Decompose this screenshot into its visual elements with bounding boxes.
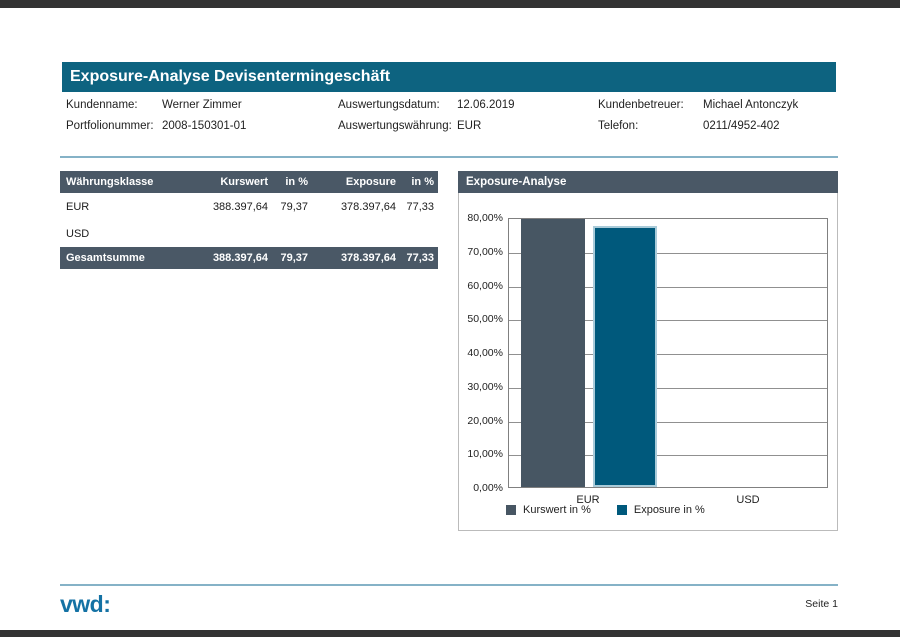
table-row: USD — [60, 220, 438, 247]
viewer-bottom-edge — [0, 630, 900, 637]
label-portfolionummer: Portfolionummer: — [66, 120, 154, 132]
y-tick-label: 10,00% — [459, 448, 503, 460]
chart-plot-area — [508, 218, 828, 488]
table-footer-cell: 77,33 — [400, 247, 438, 269]
y-tick-label: 0,00% — [459, 482, 503, 494]
value-auswertungswaehrung: EUR — [457, 120, 481, 132]
label-auswertungsdatum: Auswertungsdatum: — [338, 99, 440, 111]
column-header: Währungsklasse — [60, 171, 202, 193]
value-kundenname: Werner Zimmer — [162, 99, 242, 111]
y-tick-label: 30,00% — [459, 381, 503, 393]
bar-eur-kurswert — [521, 219, 585, 487]
table-footer-cell: 79,37 — [272, 247, 312, 269]
legend-label: Exposure in % — [634, 504, 705, 516]
label-kundenname: Kundenname: — [66, 99, 138, 111]
chart-title-bar: Exposure-Analyse — [458, 171, 838, 193]
legend-swatch-icon — [617, 505, 627, 515]
y-tick-label: 80,00% — [459, 212, 503, 224]
table-cell: EUR — [60, 193, 202, 220]
report-title: Exposure-Analyse Devisentermingeschäft — [70, 68, 390, 85]
table-footer-cell: 378.397,64 — [312, 247, 400, 269]
exposure-chart-panel: Exposure-Analyse 80,00% 70,00% 60,00% 50,00… — [458, 171, 838, 531]
exposure-table-body: EUR388.397,6479,37378.397,6477,33USD — [60, 193, 438, 247]
label-auswertungswaehrung: Auswertungswährung: — [338, 120, 452, 132]
column-header: in % — [400, 171, 438, 193]
table-cell — [312, 220, 400, 247]
table-footer-row: Gesamtsumme388.397,6479,37378.397,6477,3… — [60, 247, 438, 269]
y-tick-label: 60,00% — [459, 280, 503, 292]
column-header: in % — [272, 171, 312, 193]
legend-item: Kurswert in % — [506, 504, 591, 516]
table-cell — [400, 220, 438, 247]
exposure-table-head: WährungsklasseKurswertin %Exposurein % — [60, 171, 438, 193]
report-page: Exposure-Analyse Devisentermingeschäft K… — [0, 0, 900, 637]
y-tick-label: 40,00% — [459, 347, 503, 359]
table-cell: 79,37 — [272, 193, 312, 220]
column-header: Exposure — [312, 171, 400, 193]
vwd-logo: vwd: — [60, 591, 110, 618]
value-telefon: 0211/4952-402 — [703, 120, 780, 132]
y-tick-label: 50,00% — [459, 313, 503, 325]
table-cell: 77,33 — [400, 193, 438, 220]
legend-label: Kurswert in % — [523, 504, 591, 516]
table-footer-cell: Gesamtsumme — [60, 247, 202, 269]
table-cell: 378.397,64 — [312, 193, 400, 220]
exposure-table-foot: Gesamtsumme388.397,6479,37378.397,6477,3… — [60, 247, 438, 269]
table-footer-cell: 388.397,64 — [202, 247, 272, 269]
footer-divider — [60, 584, 838, 586]
bar-eur-exposure — [593, 226, 657, 487]
report-title-bar: Exposure-Analyse Devisentermingeschäft — [62, 62, 836, 92]
viewer-top-edge — [0, 0, 900, 8]
table-cell — [272, 220, 312, 247]
page-number: Seite 1 — [805, 598, 838, 610]
customer-info-block: Kundenname: Werner Zimmer Portfolionumme… — [62, 99, 838, 139]
value-portfolionummer: 2008-150301-01 — [162, 120, 246, 132]
exposure-table: WährungsklasseKurswertin %Exposurein % E… — [60, 171, 438, 269]
legend-item: Exposure in % — [617, 504, 705, 516]
table-header-row: WährungsklasseKurswertin %Exposurein % — [60, 171, 438, 193]
table-cell — [202, 220, 272, 247]
y-tick-label: 20,00% — [459, 415, 503, 427]
table-row: EUR388.397,6479,37378.397,6477,33 — [60, 193, 438, 220]
chart-title: Exposure-Analyse — [466, 176, 566, 188]
legend-swatch-icon — [506, 505, 516, 515]
x-tick-label: USD — [736, 494, 759, 506]
column-header: Kurswert — [202, 171, 272, 193]
value-kundenbetreuer: Michael Antonczyk — [703, 99, 798, 111]
label-telefon: Telefon: — [598, 120, 638, 132]
table-cell: USD — [60, 220, 202, 247]
table-cell: 388.397,64 — [202, 193, 272, 220]
value-auswertungsdatum: 12.06.2019 — [457, 99, 515, 111]
y-tick-label: 70,00% — [459, 246, 503, 258]
label-kundenbetreuer: Kundenbetreuer: — [598, 99, 684, 111]
section-divider — [60, 156, 838, 158]
chart-legend: Kurswert in % Exposure in % — [506, 504, 705, 516]
